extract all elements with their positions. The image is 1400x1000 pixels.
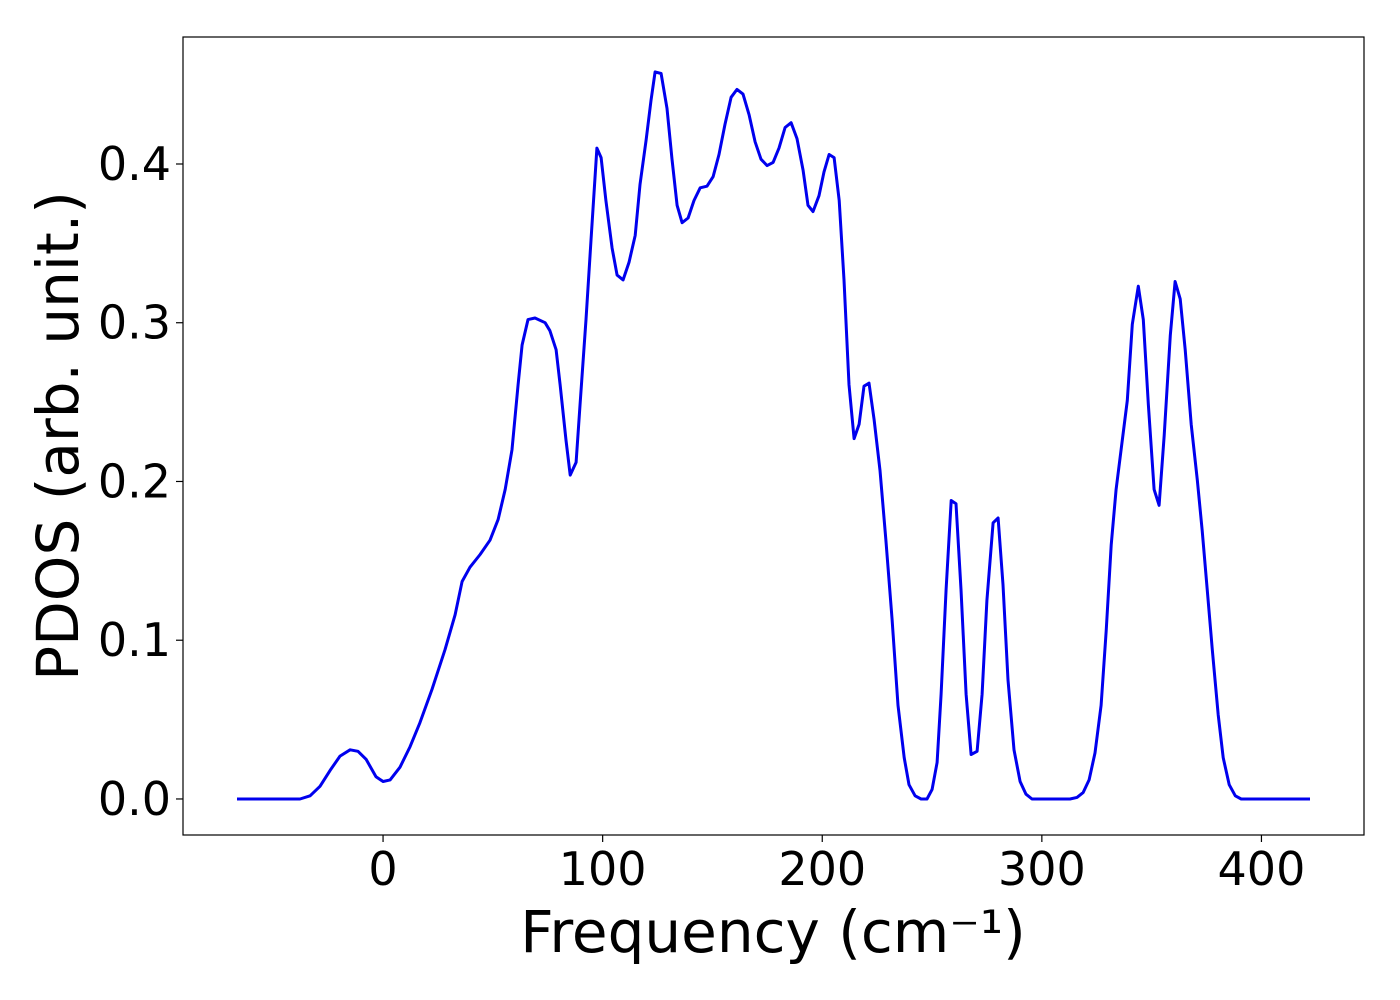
x-tick-label: 0 [368, 842, 397, 896]
x-tick-label: 300 [998, 842, 1086, 896]
x-tick-label: 400 [1218, 842, 1306, 896]
x-tick-label: 100 [559, 842, 647, 896]
x-axis-label: Frequency (cm⁻¹) [520, 898, 1026, 966]
data-line [237, 70, 1310, 801]
y-tick-label: 0.2 [98, 454, 171, 508]
x-tick-label: 200 [778, 842, 866, 896]
y-tick-label: 0.4 [98, 137, 171, 191]
y-axis-label: PDOS (arb. unit.) [24, 191, 92, 681]
y-tick-label: 0.3 [98, 296, 171, 350]
y-tick-label: 0.0 [98, 772, 171, 826]
y-tick-label: 0.1 [98, 613, 171, 667]
plot-frame [182, 36, 1365, 836]
